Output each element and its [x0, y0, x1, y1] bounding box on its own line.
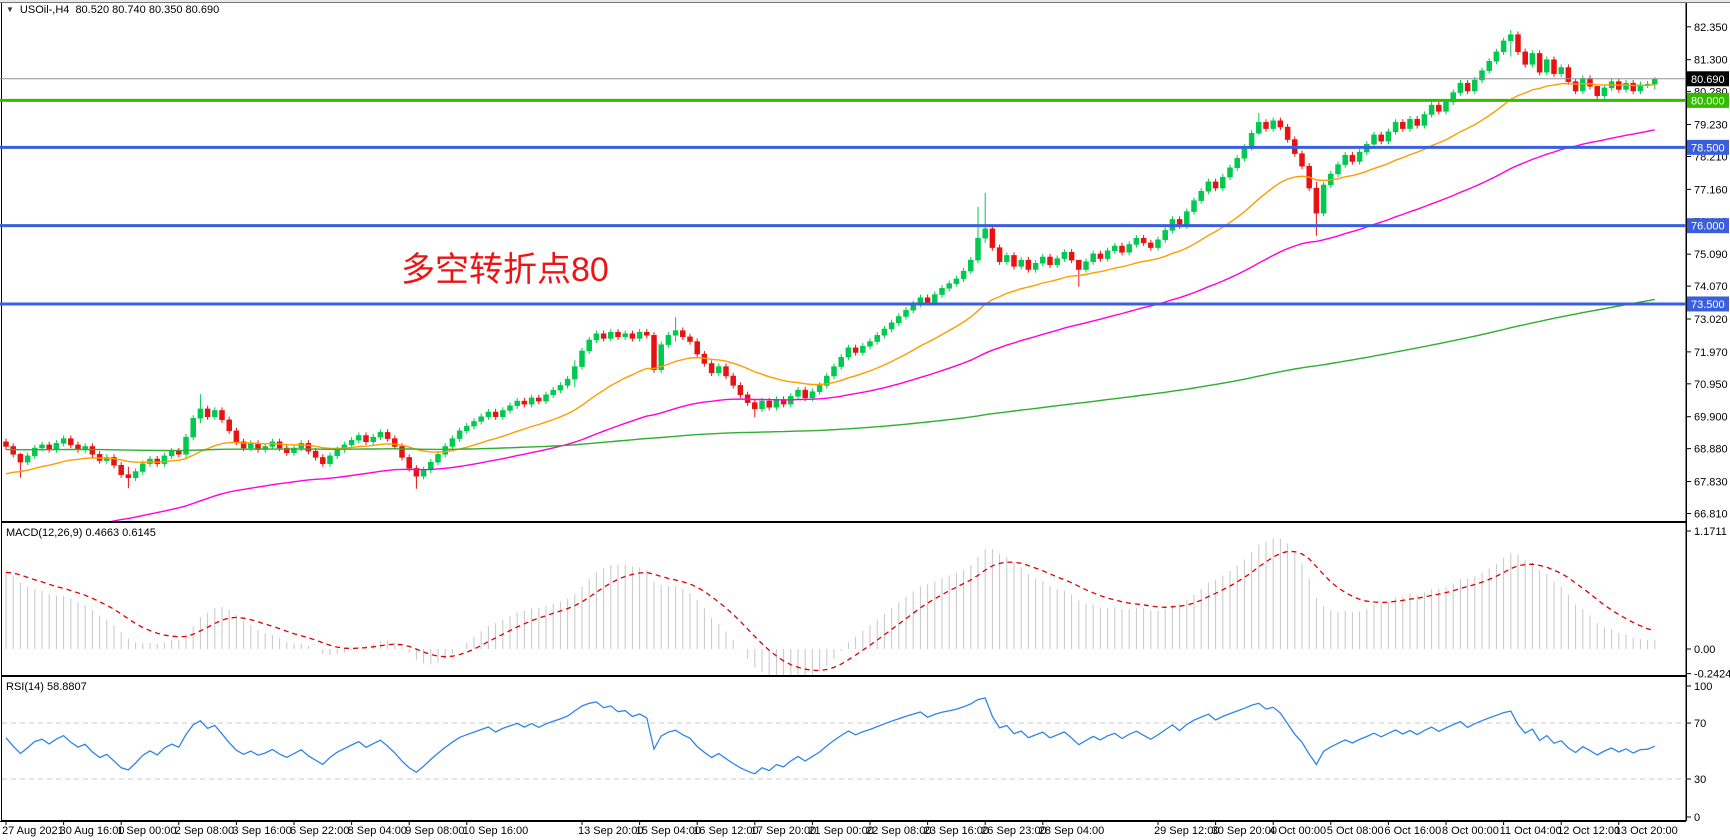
- price-badge-73.500: 73.500: [1687, 296, 1729, 312]
- svg-text:73.500: 73.500: [1691, 299, 1725, 311]
- time-label: 6 Oct 16:00: [1384, 825, 1441, 837]
- time-label: 8 Oct 00:00: [1442, 825, 1499, 837]
- time-label: 28 Sep 04:00: [1039, 825, 1104, 837]
- time-label: 17 Sep 20:00: [751, 825, 816, 837]
- annotation-text[interactable]: 多空转折点80: [401, 251, 609, 289]
- current-price-badge: 80.690: [1687, 71, 1729, 87]
- svg-text:100: 100: [1694, 681, 1712, 693]
- time-label: 3 Sep 16:00: [232, 825, 291, 837]
- time-label: 5 Oct 08:00: [1327, 825, 1384, 837]
- svg-text:77.160: 77.160: [1694, 184, 1728, 196]
- axis-labels: 82.35081.30080.28079.23078.21077.16076.1…: [2, 22, 1730, 837]
- window-top-border: [0, 0, 1730, 3]
- svg-text:70.950: 70.950: [1694, 379, 1728, 391]
- svg-text:0.00: 0.00: [1694, 644, 1715, 656]
- time-label: 6 Sep 22:00: [290, 825, 349, 837]
- rsi-line: [5, 697, 1656, 775]
- rsi-indicator-label: RSI(14) 58.8807: [6, 681, 87, 693]
- price-badge-80.000: 80.000: [1687, 92, 1729, 108]
- time-label: 13 Sep 20:00: [578, 825, 643, 837]
- svg-text:30: 30: [1694, 774, 1706, 786]
- svg-text:69.900: 69.900: [1694, 412, 1728, 424]
- price-badge-78.500: 78.500: [1687, 139, 1729, 155]
- time-label: 30 Sep 20:00: [1212, 825, 1277, 837]
- time-label: 13 Oct 20:00: [1615, 825, 1678, 837]
- time-label: 26 Sep 23:00: [981, 825, 1046, 837]
- svg-text:74.070: 74.070: [1694, 281, 1728, 293]
- macd-indicator-label: MACD(12,26,9) 0.4663 0.6145: [6, 527, 156, 539]
- chevron-down-icon[interactable]: ▼: [6, 5, 14, 14]
- svg-text:70: 70: [1694, 718, 1706, 730]
- ohlc-quote-label: 80.520 80.740 80.350 80.690: [75, 4, 220, 16]
- time-label: 1 Sep 00:00: [117, 825, 176, 837]
- time-label: 27 Aug 2021: [2, 825, 64, 837]
- svg-text:76.000: 76.000: [1691, 221, 1725, 233]
- svg-text:-0.2424: -0.2424: [1694, 669, 1730, 681]
- svg-text:66.810: 66.810: [1694, 508, 1728, 520]
- ma-fast-line: [5, 82, 1655, 475]
- time-label: 2 Sep 08:00: [175, 825, 234, 837]
- svg-text:0: 0: [1694, 812, 1700, 824]
- ma-medium-line: [110, 129, 1655, 521]
- svg-text:1.1711: 1.1711: [1694, 526, 1727, 538]
- ma-slow-line: [6, 298, 1655, 452]
- svg-text:81.300: 81.300: [1694, 55, 1728, 67]
- moving-averages: [5, 82, 1655, 521]
- time-label: 11 Oct 04:00: [1500, 825, 1562, 837]
- time-label: 12 Oct 12:00: [1557, 825, 1620, 837]
- svg-text:80.690: 80.690: [1691, 74, 1725, 86]
- time-label: 15 Sep 04:00: [636, 825, 701, 837]
- time-label: 30 Aug 16:00: [60, 825, 125, 837]
- symbol-ohlc-line: ▼ USOil-,H4 80.520 80.740 80.350 80.690: [6, 4, 219, 16]
- svg-text:71.970: 71.970: [1694, 347, 1728, 359]
- time-label: 16 Sep 12:00: [693, 825, 758, 837]
- svg-text:78.500: 78.500: [1691, 142, 1725, 154]
- svg-text:67.830: 67.830: [1694, 477, 1728, 489]
- time-label: 21 Sep 00:00: [808, 825, 873, 837]
- macd-plot: [5, 538, 1656, 675]
- svg-text:68.880: 68.880: [1694, 444, 1728, 456]
- time-label: 22 Sep 08:00: [866, 825, 931, 837]
- time-label: 9 Sep 08:00: [405, 825, 464, 837]
- symbol-period-label: USOil-,H4: [19, 4, 70, 16]
- svg-text:73.020: 73.020: [1694, 314, 1728, 326]
- svg-text:75.090: 75.090: [1694, 249, 1728, 261]
- rsi-plot: [2, 697, 1686, 780]
- time-label: 23 Sep 16:00: [924, 825, 989, 837]
- time-label: 29 Sep 12:00: [1154, 825, 1219, 837]
- time-label: 10 Sep 16:00: [463, 825, 528, 837]
- price-badge-76.000: 76.000: [1687, 218, 1729, 234]
- time-label: 4 Oct 00:00: [1269, 825, 1326, 837]
- time-label: 8 Sep 04:00: [348, 825, 407, 837]
- svg-text:80.000: 80.000: [1691, 95, 1725, 107]
- svg-text:82.350: 82.350: [1694, 22, 1728, 34]
- svg-text:79.230: 79.230: [1694, 120, 1728, 132]
